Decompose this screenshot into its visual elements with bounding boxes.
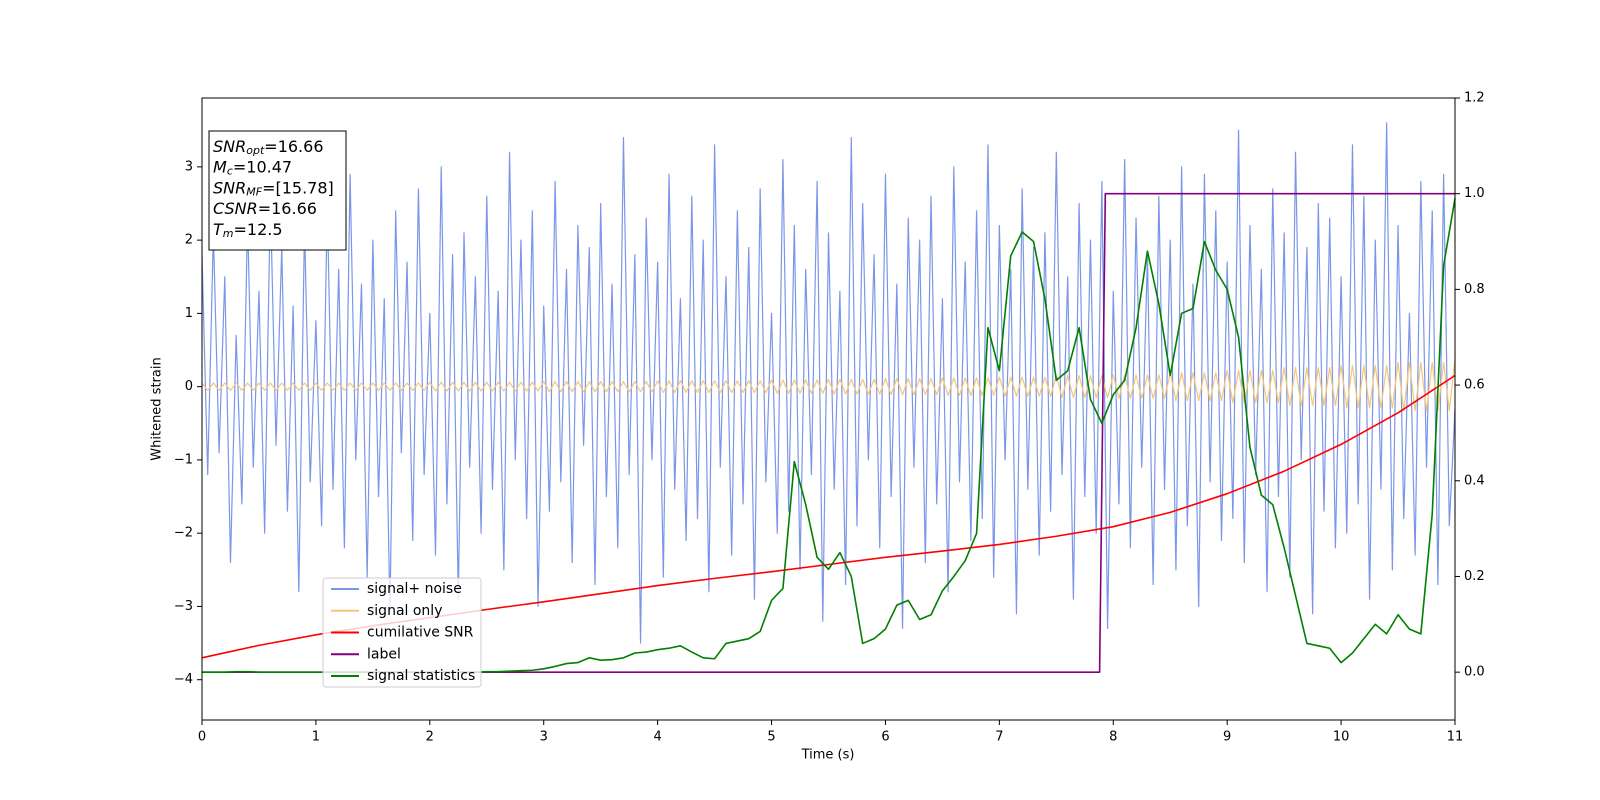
annotation-symbol: T bbox=[213, 219, 224, 238]
y-tick-label: −4 bbox=[174, 672, 193, 687]
annotation-line: Mc=10.47 bbox=[213, 157, 292, 178]
annotation-symbol: SNR bbox=[213, 137, 246, 156]
x-tick-label: 2 bbox=[426, 730, 434, 745]
x-tick-label: 10 bbox=[1333, 730, 1350, 745]
annotation-subscript: opt bbox=[246, 144, 265, 157]
annotation-symbol: M bbox=[213, 157, 227, 176]
y2-tick-label: 0.4 bbox=[1464, 473, 1485, 488]
annotation-value: =16.66 bbox=[264, 137, 323, 156]
series-line bbox=[202, 192, 1455, 673]
x-tick-label: 11 bbox=[1447, 730, 1464, 745]
annotation-value: =12.5 bbox=[234, 219, 283, 238]
legend-label: cumilative SNR bbox=[367, 625, 474, 641]
y2-tick-label: 0.2 bbox=[1464, 569, 1485, 584]
y-tick-label: 2 bbox=[185, 233, 193, 248]
y2-tick-label: 0.6 bbox=[1464, 378, 1485, 393]
x-tick-label: 1 bbox=[312, 730, 320, 745]
y-tick-label: 0 bbox=[185, 379, 193, 394]
x-tick-label: 7 bbox=[995, 730, 1003, 745]
y-tick-label: 3 bbox=[185, 159, 193, 174]
annotation-line: SNRMF=[15.78] bbox=[213, 178, 334, 199]
annotation-symbol: SNR bbox=[213, 178, 246, 197]
annotation-line: SNRopt=16.66 bbox=[213, 137, 324, 158]
annotation-subscript: c bbox=[227, 165, 233, 178]
legend-label: label bbox=[367, 646, 401, 662]
x-tick-label: 3 bbox=[540, 730, 548, 745]
series-line bbox=[201, 122, 1456, 644]
legend-label: signal statistics bbox=[367, 668, 475, 684]
annotation-symbol: CSNR bbox=[213, 199, 258, 218]
annotation-value: =10.47 bbox=[233, 157, 292, 176]
axes-frame bbox=[201, 97, 1456, 721]
legend-label: signal+ noise bbox=[367, 581, 462, 597]
y2-tick-label: 1.0 bbox=[1464, 186, 1485, 201]
y-tick-label: −2 bbox=[174, 526, 193, 541]
annotation-subscript: m bbox=[223, 227, 234, 240]
y-axis-label: Whitened strain bbox=[150, 357, 165, 460]
x-tick-label: 9 bbox=[1223, 730, 1231, 745]
x-tick-label: 8 bbox=[1109, 730, 1117, 745]
y-tick-label: 1 bbox=[185, 306, 193, 321]
y2-tick-label: 0.0 bbox=[1464, 665, 1485, 680]
annotation-value: =16.66 bbox=[258, 199, 317, 218]
annotation-box bbox=[208, 130, 347, 251]
x-tick-label: 4 bbox=[653, 730, 661, 745]
y2-tick-label: 0.8 bbox=[1464, 282, 1485, 297]
annotation-value: =[15.78] bbox=[262, 178, 334, 197]
x-tick-label: 0 bbox=[198, 730, 206, 745]
legend-box bbox=[322, 577, 482, 688]
series-line bbox=[201, 358, 1456, 412]
annotation-line: CSNR=16.66 bbox=[213, 199, 317, 218]
annotation-line: Tm=12.5 bbox=[213, 219, 283, 240]
y2-tick-label: 1.2 bbox=[1464, 91, 1485, 106]
annotation-subscript: MF bbox=[246, 185, 262, 198]
x-tick-label: 5 bbox=[767, 730, 775, 745]
y-tick-label: −3 bbox=[174, 599, 193, 614]
x-tick-label: 6 bbox=[881, 730, 889, 745]
x-axis-label: Time (s) bbox=[801, 748, 855, 763]
y-tick-label: −1 bbox=[174, 452, 193, 467]
legend-label: signal only bbox=[367, 603, 442, 619]
